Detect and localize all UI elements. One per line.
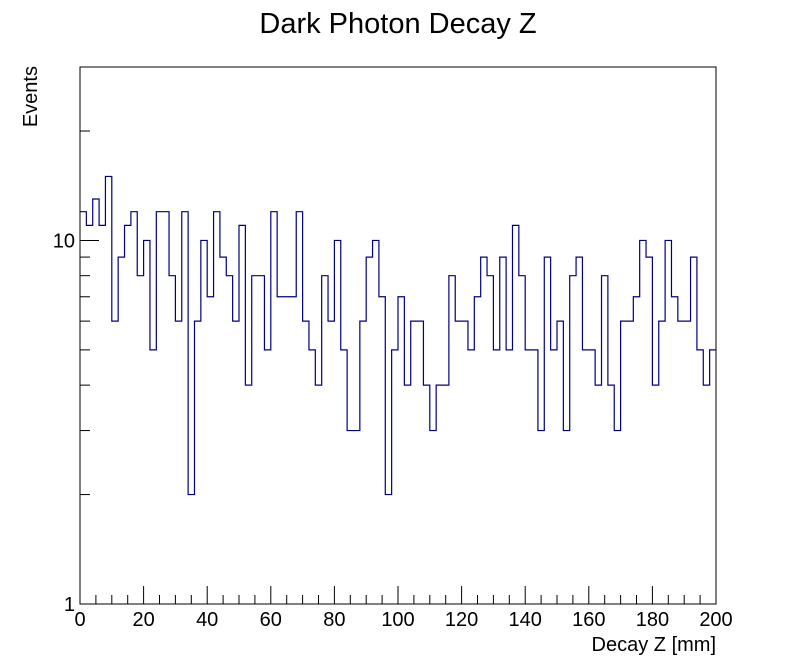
y-axis-label: Events: [20, 66, 42, 127]
x-tick-label: 80: [323, 609, 345, 631]
x-axis-label: Decay Z [mm]: [592, 634, 716, 656]
x-tick-label: 40: [196, 609, 218, 631]
x-tick-label: 120: [445, 609, 478, 631]
y-tick-label: 10: [53, 230, 75, 252]
y-tick-label: 1: [64, 594, 75, 616]
x-tick-label: 60: [260, 609, 282, 631]
x-tick-label: 200: [699, 609, 732, 631]
x-axis-ticks: 0 20 40 60 80 100 120 140 160 180 200: [74, 586, 733, 631]
histogram-series-line: [80, 175, 716, 496]
y-axis-ticks: 1 10: [53, 66, 99, 616]
x-tick-label: 0: [74, 609, 85, 631]
x-tick-label: 180: [636, 609, 669, 631]
x-tick-label: 140: [509, 609, 542, 631]
x-tick-label: 100: [381, 609, 414, 631]
x-tick-label: 160: [572, 609, 605, 631]
x-tick-label: 20: [132, 609, 154, 631]
chart-title: Dark Photon Decay Z: [259, 8, 536, 40]
